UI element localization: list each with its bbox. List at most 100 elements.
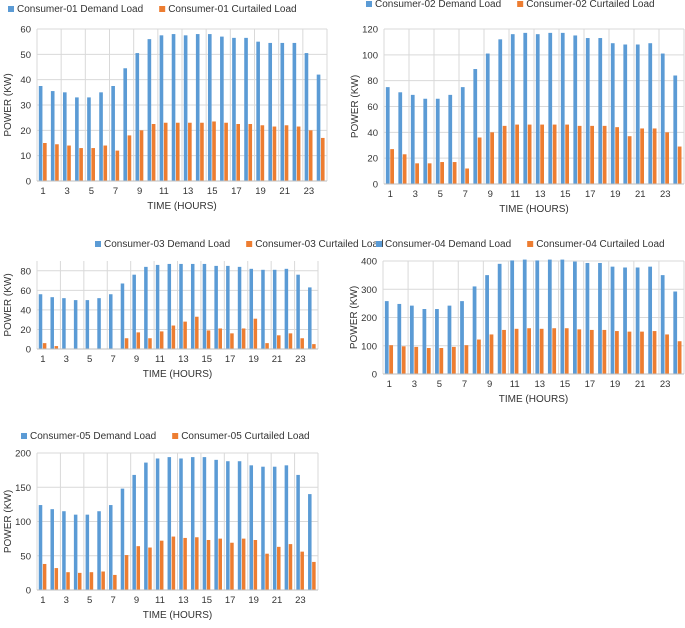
x-tick-label: 11: [155, 595, 165, 606]
demand-bar: [244, 37, 248, 181]
y-tick-label: 20: [20, 126, 31, 137]
demand-bar: [167, 263, 172, 349]
curtailed-bar: [465, 168, 469, 184]
x-tick-label: 19: [610, 379, 621, 390]
curtailed-bar: [552, 124, 557, 184]
x-tick-label: 7: [113, 186, 118, 197]
demand-bar: [485, 53, 490, 184]
x-tick-label: 15: [560, 189, 571, 200]
y-tick-label: 200: [361, 313, 377, 324]
demand-bar: [144, 266, 148, 349]
x-tick-label: 7: [463, 189, 468, 200]
demand-bar: [535, 260, 540, 374]
x-tick-label: 19: [248, 595, 259, 606]
demand-bar: [410, 94, 415, 184]
demand-bar: [510, 34, 515, 184]
x-tick-label: 7: [110, 354, 115, 365]
curtailed-bar: [515, 124, 519, 184]
demand-bar: [73, 300, 78, 349]
curtailed-bar: [440, 162, 444, 184]
x-tick-label: 11: [510, 379, 520, 390]
curtailed-bar: [188, 122, 192, 181]
x-tick-label: 23: [304, 186, 315, 197]
x-tick-label: 9: [134, 595, 139, 606]
demand-bar: [97, 511, 101, 590]
legend-swatch-curtailed: [246, 241, 253, 247]
demand-bar: [85, 300, 90, 349]
x-tick-label: 3: [64, 595, 69, 606]
legend-swatch-demand: [376, 241, 382, 247]
x-tick-label: 1: [40, 186, 45, 197]
curtailed-bar: [427, 163, 432, 184]
curtailed-bar: [288, 333, 293, 349]
x-tick-label: 17: [225, 354, 236, 365]
curtailed-bar: [415, 163, 419, 184]
demand-bar: [510, 260, 515, 374]
y-tick-label: 10: [20, 151, 31, 162]
curtailed-bar: [539, 328, 544, 374]
x-tick-label: 5: [437, 379, 442, 390]
curtailed-bar: [42, 563, 47, 590]
demand-bar: [261, 269, 265, 349]
x-tick-label: 11: [159, 186, 169, 197]
demand-bar: [272, 466, 277, 590]
x-tick-label: 1: [387, 379, 392, 390]
curtailed-bar: [55, 144, 59, 181]
demand-bar: [585, 262, 590, 374]
x-tick-label: 15: [560, 379, 571, 390]
x-tick-label: 11: [155, 354, 165, 365]
x-tick-label: 23: [295, 595, 306, 606]
demand-bar: [62, 92, 67, 181]
curtailed-bar: [272, 126, 277, 181]
curtailed-bar: [665, 132, 669, 184]
demand-bar: [460, 87, 465, 184]
curtailed-bar: [652, 331, 657, 374]
curtailed-bar: [308, 130, 313, 181]
demand-bar: [75, 97, 79, 181]
curtailed-bar: [124, 555, 129, 590]
demand-bar: [190, 263, 195, 349]
curtailed-bar: [195, 537, 199, 590]
curtailed-bar: [677, 146, 682, 184]
x-tick-label: 13: [178, 595, 189, 606]
x-tick-label: 3: [65, 186, 70, 197]
x-tick-label: 21: [635, 379, 646, 390]
demand-bar: [560, 32, 565, 184]
demand-bar: [560, 259, 565, 374]
legend-label-curtailed: Consumer-04 Curtailed Load: [536, 239, 664, 250]
legend-swatch-curtailed: [527, 241, 534, 247]
y-tick-label: 30: [20, 101, 31, 112]
x-tick-label: 5: [87, 595, 92, 606]
x-tick-label: 19: [248, 354, 259, 365]
y-tick-label: 400: [361, 257, 377, 268]
demand-bar: [179, 263, 183, 349]
demand-bar: [573, 261, 577, 374]
x-tick-label: 5: [438, 189, 443, 200]
legend-label-demand: Consumer-04 Demand Load: [385, 239, 511, 250]
demand-bar: [261, 466, 265, 590]
x-tick-label: 13: [534, 379, 545, 390]
demand-bar: [308, 287, 312, 349]
curtailed-bar: [577, 329, 582, 374]
demand-bar: [120, 488, 125, 590]
curtailed-bar: [602, 125, 607, 184]
curtailed-bar: [253, 539, 258, 590]
legend-label-demand: Consumer-02 Demand Load: [375, 0, 501, 10]
demand-bar: [232, 37, 236, 181]
curtailed-bar: [183, 321, 187, 349]
demand-bar: [423, 98, 428, 184]
x-axis-title: TIME (HOURS): [147, 201, 216, 212]
y-tick-label: 120: [362, 25, 378, 36]
curtailed-bar: [241, 538, 246, 590]
y-axis-title: POWER (KW): [349, 286, 360, 349]
curtailed-bar: [79, 148, 83, 181]
curtailed-bar: [502, 329, 506, 374]
y-axis-title: POWER (KW): [3, 490, 14, 553]
x-tick-label: 1: [388, 189, 393, 200]
curtailed-bar: [139, 130, 144, 181]
legend-label-demand: Consumer-03 Demand Load: [104, 239, 230, 250]
legend-swatch-demand: [95, 241, 101, 247]
curtailed-bar: [277, 546, 281, 590]
